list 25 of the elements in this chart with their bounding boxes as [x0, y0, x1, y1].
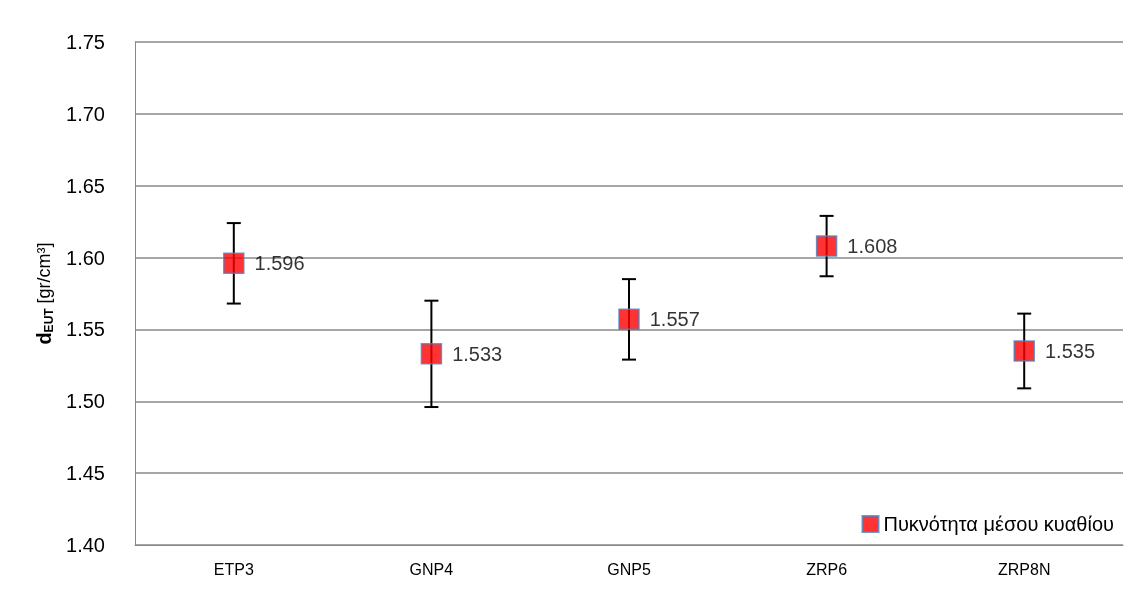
- y-tick-label: 1.50: [66, 390, 105, 413]
- y-axis-title: dEUT [gr/cm³]: [33, 242, 57, 345]
- point: [223, 252, 245, 275]
- legend-label: Πυκνότητα μέσου κυαθίου: [883, 513, 1115, 535]
- x-tick-label: ZRP6: [806, 560, 848, 578]
- y-tick-label: 1.65: [66, 174, 105, 197]
- x-tick-label: GNP4: [409, 560, 454, 578]
- data-label: 1.557: [649, 308, 700, 331]
- point: [1013, 340, 1035, 362]
- x-tick-label: ZRP8N: [997, 560, 1051, 578]
- x-tick-label: ETP3: [213, 560, 254, 578]
- x-tick-label: GNP5: [607, 560, 651, 578]
- y-tick-label: 1.60: [66, 246, 105, 269]
- point: [618, 308, 640, 331]
- y-tick-label: 1.75: [66, 31, 105, 53]
- y-tick-label: 1.55: [66, 318, 105, 341]
- data-label: 1.596: [254, 252, 305, 275]
- data-label: 1.535: [1044, 339, 1096, 362]
- data-label: 1.608: [847, 235, 898, 258]
- point: [420, 343, 443, 365]
- y-tick-label: 1.40: [66, 534, 105, 556]
- y-tick-label: 1.70: [66, 102, 105, 125]
- y-tick-label: 1.45: [66, 462, 105, 485]
- data-label: 1.533: [452, 342, 503, 365]
- point: [815, 235, 838, 257]
